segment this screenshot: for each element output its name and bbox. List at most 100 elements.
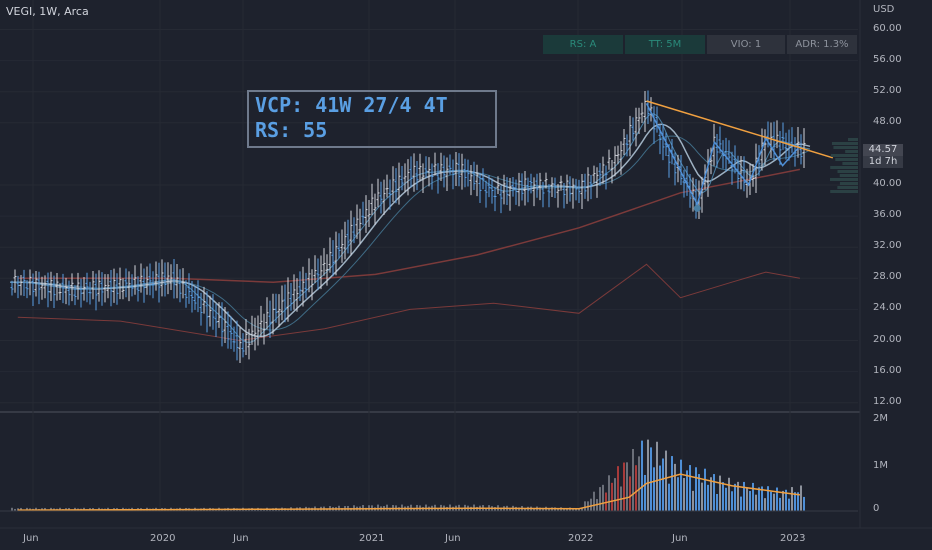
volume-bar	[719, 475, 721, 511]
metric-adr: ADR: 1.3%	[787, 35, 857, 54]
volume-profile-bar	[842, 162, 858, 165]
volume-bar	[683, 478, 685, 511]
volume-bar	[593, 491, 595, 511]
volume-bar	[707, 484, 709, 511]
volume-bar	[389, 507, 391, 511]
vcp-annotation[interactable]: VCP: 41W 27/4 4T RS: 55	[247, 90, 497, 148]
volume-bar	[737, 481, 739, 511]
volume-bar	[575, 508, 577, 511]
volume-profile-bar	[837, 186, 858, 189]
volume-bar	[740, 496, 742, 511]
volume-bar	[791, 487, 793, 511]
volume-bar	[500, 507, 502, 511]
volume-bar	[623, 462, 625, 511]
time-tick-label: 2021	[359, 533, 385, 544]
volume-bar	[776, 487, 778, 511]
price-tick-label: 60.00	[873, 22, 902, 34]
volume-bar	[548, 508, 550, 511]
volume-bar	[11, 507, 13, 511]
price-tick-label: 20.00	[873, 333, 902, 345]
volume-bar	[617, 466, 619, 511]
volume-bar	[572, 509, 574, 511]
volume-bar	[614, 478, 616, 511]
volume-bar	[680, 459, 682, 511]
metric-vio: VIO: 1	[707, 35, 785, 54]
price-tick-label: 32.00	[873, 240, 902, 252]
vcp-line-2: RS: 55	[255, 118, 328, 142]
volume-bar	[326, 508, 328, 511]
volume-bar	[638, 456, 640, 511]
time-tick-label: 2022	[568, 533, 594, 544]
volume-bar	[761, 486, 763, 511]
volume-bar	[746, 487, 748, 511]
volume-bar	[644, 474, 646, 511]
volume-bar	[689, 465, 691, 511]
time-tick-label: Jun	[445, 533, 461, 544]
volume-bar	[584, 501, 586, 511]
ma-long-line	[17, 168, 801, 283]
volume-bar	[722, 482, 724, 511]
volume-bar	[302, 508, 304, 511]
volume-bar	[674, 463, 676, 511]
volume-bar	[671, 456, 673, 511]
volume-bar	[524, 508, 526, 511]
volume-bar	[476, 506, 478, 511]
volume-bar	[602, 484, 604, 511]
last-price-tag: 44.57	[863, 144, 903, 156]
volume-profile-bar	[831, 142, 858, 145]
volume-bar	[794, 492, 796, 511]
volume-bar	[650, 447, 652, 511]
volume-bar	[749, 490, 751, 511]
volume-bar	[413, 507, 415, 511]
volume-bar	[581, 507, 583, 511]
volume-bar	[698, 474, 700, 511]
price-tick-label: 48.00	[873, 115, 902, 127]
volume-bar	[797, 492, 799, 511]
price-tick-label: 28.00	[873, 271, 902, 283]
trendline	[646, 100, 834, 159]
volume-bar	[656, 441, 658, 511]
metric-rs: RS: A	[543, 35, 623, 54]
rs-line	[17, 263, 800, 342]
volume-bar	[710, 477, 712, 511]
volume-bar	[377, 504, 379, 511]
volume-bar	[803, 496, 805, 511]
time-tick-label: 2020	[150, 533, 176, 544]
volume-bar	[518, 507, 520, 511]
time-tick-label: Jun	[233, 533, 249, 544]
currency-label: USD	[873, 4, 895, 15]
volume-profile-bar	[830, 154, 858, 157]
volume-bar	[716, 493, 718, 511]
ma-mid-line	[10, 123, 811, 338]
price-tick-label: 40.00	[873, 178, 902, 189]
volume-bar	[764, 498, 766, 511]
volume-tick-label: 1M	[873, 460, 888, 471]
volume-bar	[779, 497, 781, 511]
volume-profile-bar	[839, 182, 858, 185]
price-tick-label: 16.00	[873, 364, 902, 376]
volume-bar	[629, 476, 631, 511]
volume-profile-bar	[833, 146, 858, 149]
price-tick-label: 24.00	[873, 302, 902, 314]
volume-profile-bar	[835, 158, 858, 161]
vcp-contraction-line	[645, 103, 801, 207]
volume-bar	[590, 498, 592, 511]
volume-profile-bar	[830, 166, 858, 169]
volume-bar	[734, 483, 736, 511]
volume-bar	[668, 483, 670, 511]
volume-bar	[509, 508, 511, 511]
countdown-tag: 1d 7h	[863, 156, 903, 168]
volume-bar	[728, 477, 730, 511]
time-tick-label: 2023	[780, 533, 806, 544]
volume-tick-label: 0	[873, 503, 880, 514]
volume-bar	[725, 487, 727, 511]
volume-bar	[533, 508, 535, 511]
volume-bar	[293, 508, 295, 511]
volume-bar	[755, 494, 757, 511]
volume-profile-bar	[839, 174, 858, 177]
ma-fast-line	[10, 113, 811, 343]
time-tick-label: Jun	[23, 533, 39, 544]
volume-bar	[782, 490, 784, 511]
